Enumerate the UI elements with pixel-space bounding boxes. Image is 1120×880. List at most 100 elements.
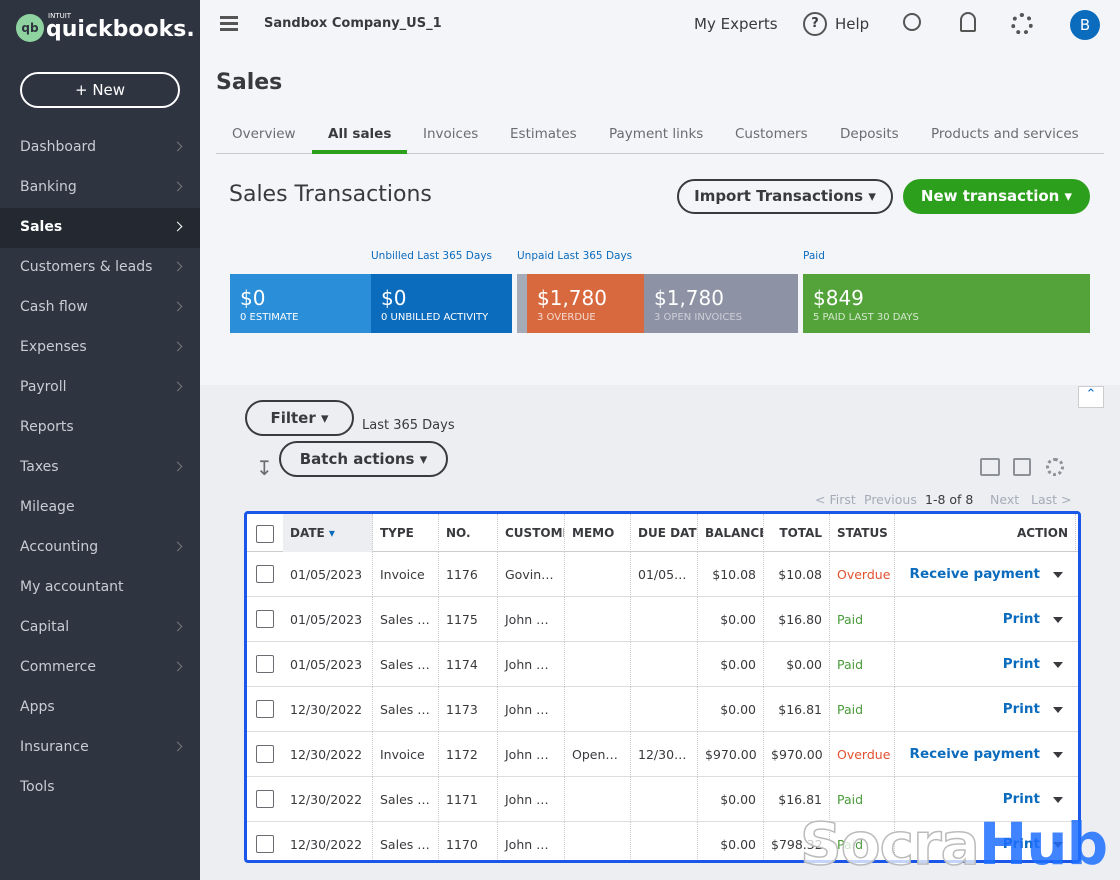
summary-tile[interactable]: $0 0 ESTIMATE bbox=[230, 274, 371, 333]
menu-icon[interactable] bbox=[220, 16, 238, 19]
nav-item[interactable]: Taxes bbox=[0, 448, 200, 488]
column-header[interactable]: DATE ▾ bbox=[283, 514, 373, 552]
cell: Sales … bbox=[373, 777, 439, 822]
tab[interactable]: Payment links bbox=[609, 126, 704, 142]
nav-item[interactable]: Cash flow bbox=[0, 288, 200, 328]
column-header[interactable]: TYPE bbox=[373, 514, 439, 552]
action-menu[interactable] bbox=[1053, 707, 1063, 713]
print-icon[interactable] bbox=[980, 458, 1000, 476]
help[interactable]: Help bbox=[835, 15, 870, 33]
nav-item[interactable]: Customers & leads bbox=[0, 248, 200, 288]
watermark-b: Hub bbox=[978, 810, 1108, 878]
section-title: Sales Transactions bbox=[229, 182, 432, 207]
pager-item[interactable]: Previous bbox=[864, 492, 917, 507]
cell: 12/30/2022 bbox=[283, 732, 373, 777]
nav-item[interactable]: Accounting bbox=[0, 528, 200, 568]
nav-item[interactable]: Capital bbox=[0, 608, 200, 648]
tab[interactable]: Customers bbox=[735, 126, 808, 142]
summary-tile[interactable]: $0 0 UNBILLED ACTIVITY bbox=[371, 274, 512, 333]
nav-label: Sales bbox=[20, 219, 63, 235]
avatar[interactable]: B bbox=[1070, 10, 1100, 40]
import-button[interactable]: Import Transactions ▾ bbox=[677, 179, 893, 214]
checkbox[interactable] bbox=[256, 525, 274, 543]
nav-item[interactable]: Mileage bbox=[0, 488, 200, 528]
column-header[interactable]: ACTION bbox=[895, 514, 1076, 552]
batch-button[interactable]: Batch actions ▾ bbox=[279, 441, 448, 477]
checkbox[interactable] bbox=[256, 745, 274, 763]
tab[interactable]: Products and services bbox=[931, 126, 1079, 142]
checkbox[interactable] bbox=[256, 835, 274, 853]
gear-icon[interactable] bbox=[1011, 13, 1033, 35]
checkbox[interactable] bbox=[256, 790, 274, 808]
nav-item[interactable]: Expenses bbox=[0, 328, 200, 368]
action-menu[interactable] bbox=[1053, 572, 1063, 578]
column-header[interactable]: STATUS bbox=[830, 514, 895, 552]
tab[interactable]: Invoices bbox=[423, 126, 479, 142]
action-link[interactable]: Print bbox=[1002, 656, 1040, 672]
cell bbox=[565, 822, 631, 860]
action-link[interactable]: Print bbox=[1002, 611, 1040, 627]
pager-item[interactable]: Next bbox=[990, 492, 1020, 507]
nav-label: Payroll bbox=[20, 379, 67, 395]
nav-item[interactable]: Banking bbox=[0, 168, 200, 208]
pager-item[interactable]: Last > bbox=[1031, 492, 1072, 507]
cell bbox=[631, 822, 698, 860]
action-link[interactable]: Receive payment bbox=[909, 566, 1040, 582]
nav-item[interactable]: Dashboard bbox=[0, 128, 200, 168]
bell-icon[interactable] bbox=[960, 12, 976, 32]
cell: John … bbox=[498, 777, 565, 822]
tab[interactable]: All sales bbox=[312, 126, 408, 154]
nav-item[interactable]: Payroll bbox=[0, 368, 200, 408]
cell bbox=[565, 687, 631, 732]
chevron bbox=[172, 661, 183, 672]
checkbox[interactable] bbox=[256, 655, 274, 673]
row bbox=[247, 552, 1078, 597]
settings-icon[interactable] bbox=[1046, 458, 1064, 476]
nav-label: Banking bbox=[20, 179, 77, 195]
column-header[interactable]: NO. bbox=[439, 514, 498, 552]
new-transaction-button[interactable]: New transaction ▾ bbox=[903, 179, 1090, 214]
summary-tile[interactable]: $1,780 3 OPEN INVOICES bbox=[644, 274, 798, 333]
nav-item[interactable]: Tools bbox=[0, 768, 200, 808]
action-link[interactable]: Print bbox=[1002, 836, 1040, 852]
collapse-button[interactable]: ⌃ bbox=[1078, 386, 1104, 408]
nav-item[interactable]: Apps bbox=[0, 688, 200, 728]
experts[interactable]: My Experts bbox=[694, 15, 778, 33]
tab[interactable]: Deposits bbox=[840, 126, 899, 142]
column-header[interactable]: MEMO bbox=[565, 514, 631, 552]
summary-tile[interactable]: $1,780 3 OVERDUE bbox=[527, 274, 644, 333]
column-header[interactable]: BALANCE bbox=[698, 514, 764, 552]
checkbox[interactable] bbox=[256, 610, 274, 628]
column-header[interactable]: DUE DATE bbox=[631, 514, 698, 552]
tab[interactable]: Overview bbox=[232, 126, 296, 142]
action-menu[interactable] bbox=[1053, 752, 1063, 758]
column-header[interactable]: TOTAL bbox=[764, 514, 830, 552]
filter-button[interactable]: Filter ▾ bbox=[245, 400, 354, 436]
action-menu[interactable] bbox=[1053, 797, 1063, 803]
search-icon[interactable] bbox=[903, 13, 921, 31]
checkbox[interactable] bbox=[256, 700, 274, 718]
sort-icon[interactable]: ↧ bbox=[256, 456, 273, 480]
cell: 1173 bbox=[439, 687, 498, 732]
action-link[interactable]: Receive payment bbox=[909, 746, 1040, 762]
action-menu[interactable] bbox=[1053, 617, 1063, 623]
pager-item[interactable]: < First bbox=[815, 492, 856, 507]
action-link[interactable]: Print bbox=[1002, 791, 1040, 807]
new-button[interactable]: + New bbox=[20, 72, 180, 108]
nav-item[interactable]: Sales bbox=[0, 208, 200, 248]
action-menu[interactable] bbox=[1053, 662, 1063, 668]
sort-arrow: ▾ bbox=[324, 526, 335, 540]
nav-item[interactable]: Reports bbox=[0, 408, 200, 448]
summary-tile[interactable]: $849 5 PAID LAST 30 DAYS bbox=[803, 274, 1090, 333]
tab[interactable]: Estimates bbox=[510, 126, 577, 142]
action-menu[interactable] bbox=[1053, 842, 1063, 848]
nav-item[interactable]: Insurance bbox=[0, 728, 200, 768]
column-header[interactable]: CUSTOME bbox=[498, 514, 565, 552]
export-icon[interactable] bbox=[1013, 458, 1031, 476]
action-link[interactable]: Print bbox=[1002, 701, 1040, 717]
row bbox=[247, 597, 1078, 642]
nav-item[interactable]: My accountant bbox=[0, 568, 200, 608]
nav-item[interactable]: Commerce bbox=[0, 648, 200, 688]
checkbox[interactable] bbox=[256, 565, 274, 583]
watermark: SocraHub bbox=[799, 809, 1108, 879]
